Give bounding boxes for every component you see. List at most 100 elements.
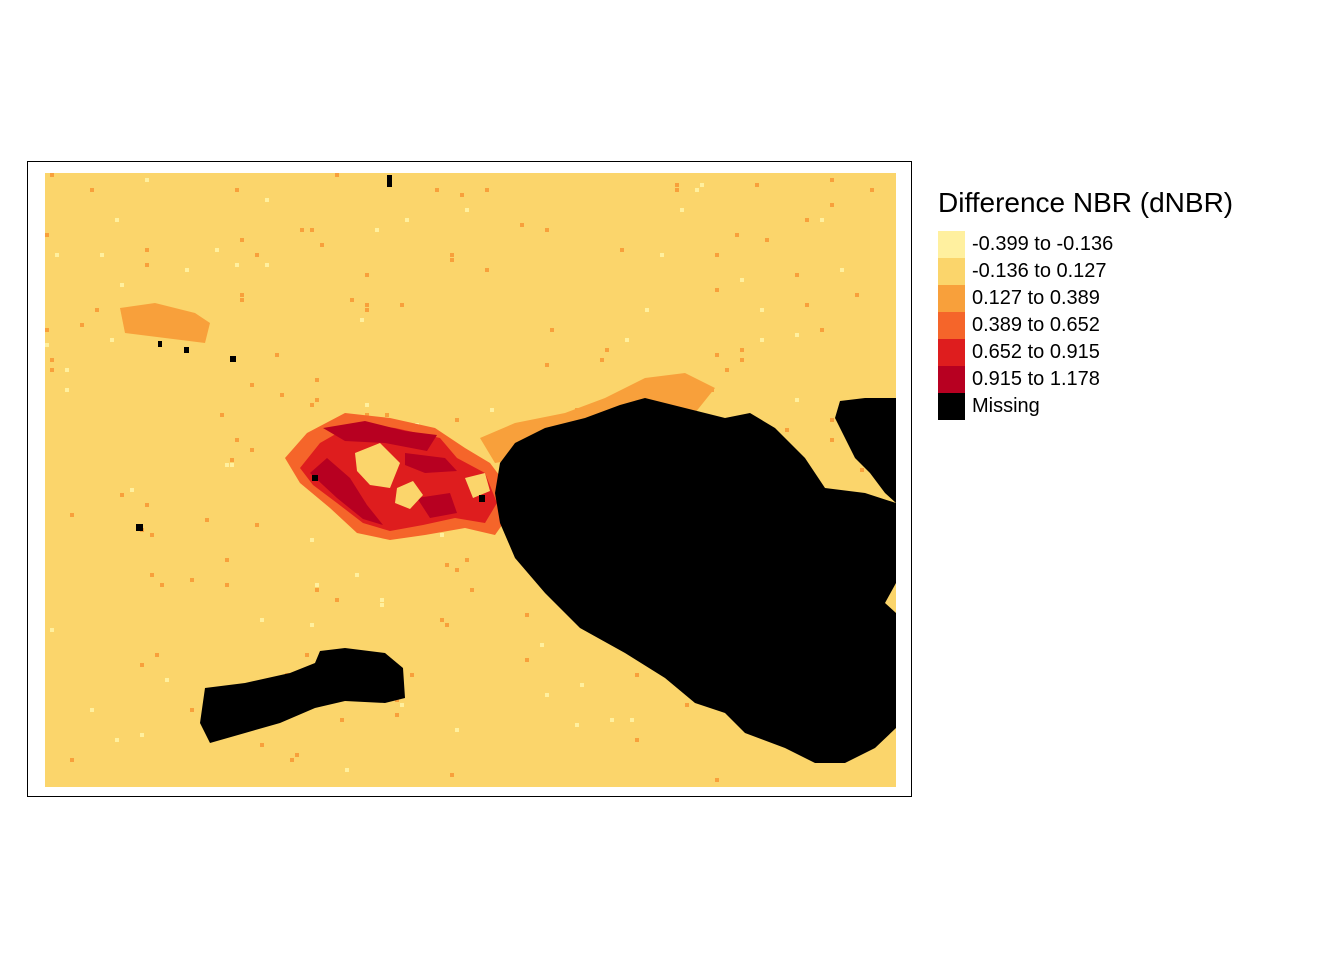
raster-speckle (440, 533, 444, 537)
raster-speckle (345, 768, 349, 772)
raster-speckle (630, 718, 634, 722)
raster-speckle (445, 623, 449, 627)
burn-scar-unburned-island-3 (465, 473, 490, 498)
raster-speckle (365, 403, 369, 407)
raster-speckle (760, 338, 764, 342)
map-legend: Difference NBR (dNBR) -0.399 to -0.136 -0… (938, 187, 1233, 420)
raster-speckle (255, 253, 259, 257)
raster-speckle (120, 493, 124, 497)
raster-speckle (280, 393, 284, 397)
raster-speckle (310, 403, 314, 407)
legend-label: -0.399 to -0.136 (972, 233, 1114, 255)
raster-speckle (310, 623, 314, 627)
raster-speckle (540, 643, 544, 647)
raster-speckle (310, 538, 314, 542)
raster-speckle (220, 413, 224, 417)
legend-swatch (938, 258, 965, 285)
missing-data-dot (136, 524, 143, 531)
legend-entry: 0.915 to 1.178 (938, 366, 1233, 393)
raster-speckle (870, 188, 874, 192)
raster-speckle (335, 173, 339, 177)
raster-speckle (90, 708, 94, 712)
raster-speckle (465, 558, 469, 562)
raster-speckle (185, 268, 189, 272)
raster-speckle (820, 328, 824, 332)
raster-speckle (275, 353, 279, 357)
raster-speckle (230, 458, 234, 462)
raster-speckle (50, 173, 54, 177)
raster-speckle (90, 188, 94, 192)
raster-speckle (445, 563, 449, 567)
raster-speckle (740, 348, 744, 352)
raster-speckle (360, 318, 364, 322)
raster-speckle (45, 328, 49, 332)
raster-speckle (205, 518, 209, 522)
raster-speckle (290, 758, 294, 762)
raster-speckle (455, 568, 459, 572)
raster-speckle (365, 273, 369, 277)
burn-scar-core-center (405, 453, 457, 473)
raster-speckle (450, 773, 454, 777)
legend-swatch (938, 231, 965, 258)
burn-scar-unburned-island-2 (395, 481, 423, 509)
raster-speckle (395, 713, 399, 717)
raster-speckle (95, 308, 99, 312)
legend-entry: 0.127 to 0.389 (938, 285, 1233, 312)
raster-speckle (240, 298, 244, 302)
raster-speckle (785, 428, 789, 432)
raster-speckle (455, 418, 459, 422)
raster-speckle (365, 303, 369, 307)
raster-speckle (405, 218, 409, 222)
missing-data-east (495, 398, 896, 763)
raster-speckle (435, 188, 439, 192)
raster-speckle (190, 708, 194, 712)
raster-speckle (65, 368, 69, 372)
raster-speckle (315, 378, 319, 382)
raster-speckle (50, 368, 54, 372)
raster-speckle (230, 463, 234, 467)
raster-speckle (620, 248, 624, 252)
raster-speckle (795, 398, 799, 402)
raster-speckle (45, 233, 49, 237)
raster-speckle (150, 533, 154, 537)
raster-speckle (860, 468, 864, 472)
raster-speckle (315, 583, 319, 587)
raster-speckle (450, 253, 454, 257)
legend-swatch (938, 339, 965, 366)
raster-speckle (310, 228, 314, 232)
raster-speckle (45, 343, 49, 347)
raster-speckle (120, 283, 124, 287)
raster-speckle (455, 728, 459, 732)
raster-speckle (470, 588, 474, 592)
raster-speckle (55, 253, 59, 257)
missing-data-dot (184, 347, 189, 353)
raster-speckle (465, 208, 469, 212)
raster-speckle (840, 268, 844, 272)
legend-label: 0.389 to 0.652 (972, 314, 1100, 336)
raster-speckle (795, 333, 799, 337)
raster-speckle (625, 338, 629, 342)
legend-entry: -0.136 to 0.127 (938, 258, 1233, 285)
raster-speckle (240, 238, 244, 242)
raster-speckle (235, 438, 239, 442)
raster-speckle (190, 578, 194, 582)
raster-speckle (250, 383, 254, 387)
raster-speckle (635, 673, 639, 677)
burn-scar-core-west (310, 458, 383, 525)
raster-speckle (145, 263, 149, 267)
raster-speckle (675, 188, 679, 192)
raster-speckle (355, 573, 359, 577)
raster-speckle (725, 368, 729, 372)
raster-speckle (740, 358, 744, 362)
raster-speckle (70, 758, 74, 762)
raster-speckle (450, 258, 454, 262)
raster-speckle (715, 253, 719, 257)
raster-speckle (50, 358, 54, 362)
raster-speckle (130, 488, 134, 492)
raster-speckle (225, 558, 229, 562)
raster-speckle (400, 703, 404, 707)
legend-label: 0.652 to 0.915 (972, 341, 1100, 363)
dnbr-raster-map (45, 173, 896, 787)
raster-speckle (160, 583, 164, 587)
raster-speckle (300, 228, 304, 232)
